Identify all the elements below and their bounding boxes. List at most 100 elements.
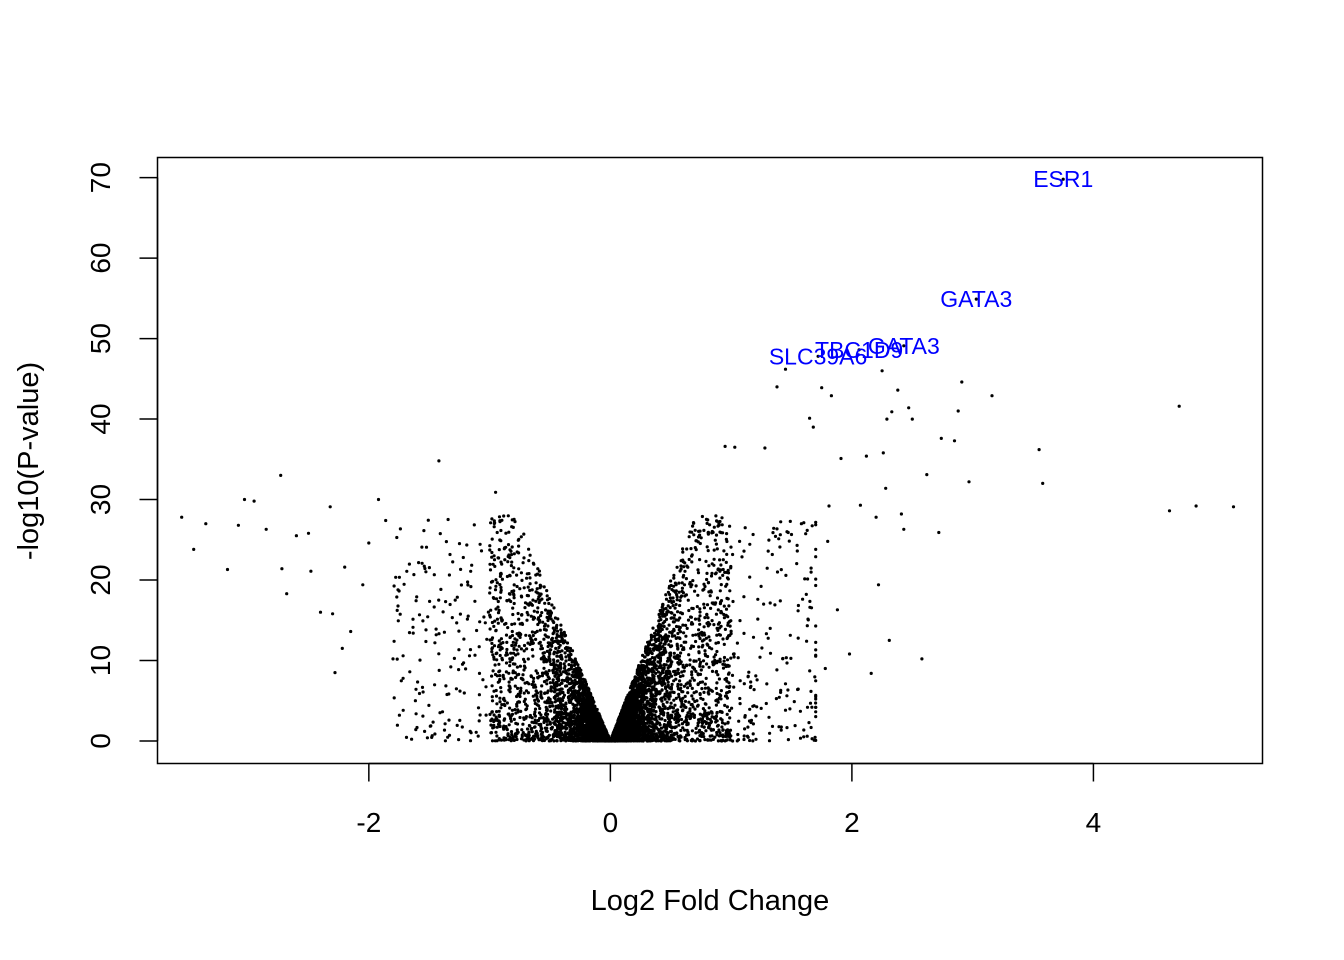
- data-point: [542, 666, 546, 670]
- data-point: [424, 628, 428, 632]
- data-point: [763, 446, 767, 450]
- data-point: [528, 601, 532, 605]
- data-point: [517, 544, 521, 548]
- data-point: [498, 696, 502, 700]
- data-point: [528, 588, 532, 593]
- data-point: [546, 644, 550, 649]
- data-point: [682, 684, 687, 688]
- data-point: [484, 713, 488, 717]
- data-point: [677, 654, 682, 658]
- data-point: [495, 710, 499, 714]
- data-point: [649, 638, 653, 642]
- data-point: [498, 700, 502, 704]
- data-point: [793, 724, 797, 728]
- data-point: [565, 684, 569, 688]
- data-point: [526, 594, 531, 598]
- data-point: [648, 658, 652, 662]
- data-point: [433, 732, 437, 736]
- data-point: [715, 733, 719, 737]
- data-point: [721, 558, 725, 562]
- data-point: [707, 706, 711, 710]
- data-point: [469, 585, 473, 589]
- data-point: [884, 486, 888, 490]
- data-point: [695, 704, 700, 708]
- data-point: [688, 679, 692, 683]
- data-point: [451, 560, 455, 564]
- data-point: [755, 678, 759, 682]
- data-point: [664, 593, 668, 597]
- data-point: [669, 579, 673, 583]
- data-point: [544, 628, 548, 632]
- data-point: [489, 723, 493, 727]
- data-point: [511, 651, 516, 655]
- data-point: [490, 555, 494, 559]
- data-point: [503, 558, 507, 562]
- data-point: [682, 720, 687, 724]
- data-point: [677, 723, 681, 727]
- data-point: [578, 675, 582, 679]
- data-point: [730, 673, 735, 678]
- data-point: [489, 731, 493, 735]
- data-point: [670, 634, 675, 638]
- data-point: [558, 654, 562, 659]
- data-point: [413, 699, 417, 703]
- data-point: [684, 623, 688, 628]
- data-point: [512, 646, 516, 650]
- data-point: [762, 602, 766, 606]
- data-point: [720, 516, 724, 520]
- data-point: [532, 609, 536, 613]
- data-point: [716, 608, 720, 612]
- data-point: [422, 529, 426, 533]
- data-point: [792, 700, 796, 704]
- data-point: [643, 679, 647, 683]
- data-point: [482, 615, 486, 619]
- data-point: [764, 632, 769, 636]
- data-point: [746, 675, 750, 679]
- data-point: [511, 606, 515, 610]
- data-point: [679, 651, 683, 655]
- data-point: [521, 722, 525, 726]
- data-point: [578, 702, 582, 706]
- data-point: [695, 605, 699, 609]
- data-point: [555, 681, 559, 686]
- data-point: [483, 621, 487, 625]
- data-point: [771, 531, 775, 535]
- data-point: [556, 617, 560, 621]
- data-point: [647, 643, 651, 647]
- data-point: [513, 708, 517, 712]
- data-point: [669, 639, 673, 643]
- data-point: [742, 595, 746, 599]
- data-point: [813, 675, 817, 679]
- data-point: [531, 633, 535, 638]
- data-point: [528, 576, 532, 580]
- data-point: [682, 631, 686, 635]
- data-point: [778, 545, 782, 549]
- data-point: [652, 705, 656, 709]
- data-point: [823, 666, 827, 671]
- data-point: [437, 652, 441, 656]
- data-point: [691, 705, 695, 709]
- data-point: [714, 641, 718, 645]
- data-point: [748, 707, 752, 711]
- data-point: [466, 583, 470, 587]
- data-point: [556, 639, 560, 643]
- data-point: [494, 490, 498, 494]
- data-point: [808, 416, 812, 420]
- data-point: [754, 737, 758, 741]
- data-point: [522, 649, 526, 653]
- data-point: [488, 591, 492, 595]
- data-point: [662, 723, 667, 727]
- data-point: [517, 644, 521, 648]
- data-point: [453, 598, 457, 602]
- data-point: [729, 629, 733, 633]
- data-point: [699, 668, 703, 672]
- data-point: [518, 635, 522, 640]
- data-point: [530, 588, 534, 592]
- data-point: [495, 725, 499, 729]
- data-point: [728, 624, 732, 628]
- data-point: [718, 519, 722, 524]
- data-point: [788, 519, 792, 524]
- data-point: [724, 607, 729, 611]
- data-point: [786, 688, 790, 692]
- data-point: [773, 534, 778, 539]
